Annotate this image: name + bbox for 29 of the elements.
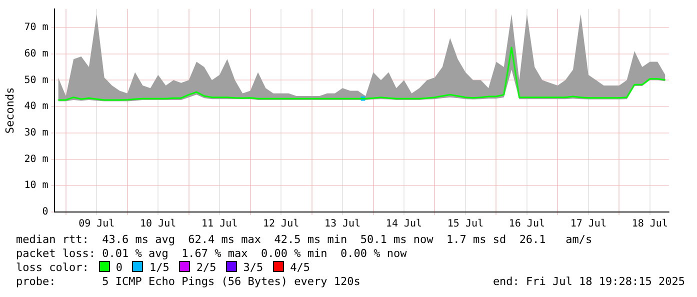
x-tick-label: 13 Jul <box>324 218 361 230</box>
y-tick-label: 70 m <box>24 22 48 34</box>
legend-label: 4/5 <box>290 261 310 274</box>
x-tick-label: 17 Jul <box>570 218 606 230</box>
y-tick-label: 50 m <box>24 74 48 86</box>
x-tick-label: 09 Jul <box>78 218 115 230</box>
text: end: Fri Jul 18 19:28:15 2025 <box>492 275 685 289</box>
x-tick-label: 18 Jul <box>632 218 668 230</box>
text: packet loss: 0.01 % avg 1.67 % max 0.00 % min 0.00 % now <box>15 247 408 261</box>
legend-title: loss color: <box>16 261 89 274</box>
x-tick-label: 16 Jul <box>508 218 545 230</box>
x-tick-label: 14 Jul <box>386 218 422 230</box>
y-tick-label: 60 m <box>24 48 48 60</box>
y-axis-title: Seconds <box>3 87 16 134</box>
x-tick-label: 10 Jul <box>140 218 176 230</box>
legend-label: 3/5 <box>243 261 264 274</box>
y-tick-label: 10 m <box>24 180 48 192</box>
x-tick-label: 12 Jul <box>262 218 300 230</box>
legend-label: 2/5 <box>196 261 216 274</box>
y-tick-label: 0 <box>42 206 48 218</box>
x-tick-label: 15 Jul <box>447 218 484 230</box>
x-tick-label: 11 Jul <box>202 218 238 230</box>
y-tick-label: 30 m <box>24 128 48 139</box>
y-tick-label: 40 m <box>24 101 48 112</box>
text: median rtt: 43.6 ms avg 62.4 ms max 42.5 ms min 50.1 ms now 1.7 ms sd 26.1 am/s <box>15 233 594 247</box>
legend-label: 1/5 <box>149 261 170 274</box>
y-tick-label: 20 m <box>24 154 48 165</box>
text: probe: 5 ICMP Echo Pings (56 Bytes) every 120s <box>16 275 360 289</box>
legend-label: 0 <box>116 261 122 274</box>
